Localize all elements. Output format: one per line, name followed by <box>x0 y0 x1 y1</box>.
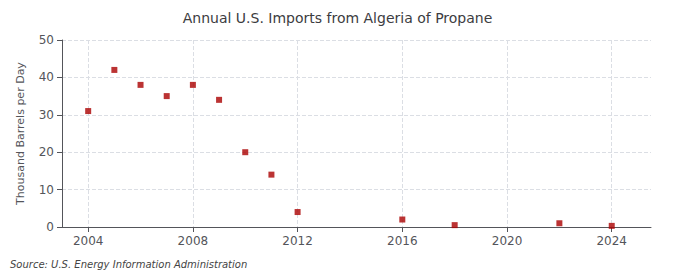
svg-text:2024: 2024 <box>596 234 627 248</box>
svg-text:2004: 2004 <box>73 234 104 248</box>
svg-text:Thousand Barrels per Day: Thousand Barrels per Day <box>14 62 27 206</box>
svg-text:10: 10 <box>39 183 54 197</box>
svg-text:Annual U.S. Imports from Alger: Annual U.S. Imports from Algeria of Prop… <box>183 10 493 26</box>
svg-text:2020: 2020 <box>492 234 523 248</box>
svg-text:50: 50 <box>39 33 54 47</box>
svg-text:2008: 2008 <box>178 234 209 248</box>
svg-text:Source: U.S. Energy Informatio: Source: U.S. Energy Information Administ… <box>10 259 247 270</box>
svg-text:40: 40 <box>39 70 54 84</box>
svg-text:30: 30 <box>39 108 54 122</box>
svg-text:2012: 2012 <box>282 234 313 248</box>
svg-text:2016: 2016 <box>387 234 418 248</box>
svg-text:20: 20 <box>39 145 54 159</box>
svg-text:0: 0 <box>46 220 54 234</box>
